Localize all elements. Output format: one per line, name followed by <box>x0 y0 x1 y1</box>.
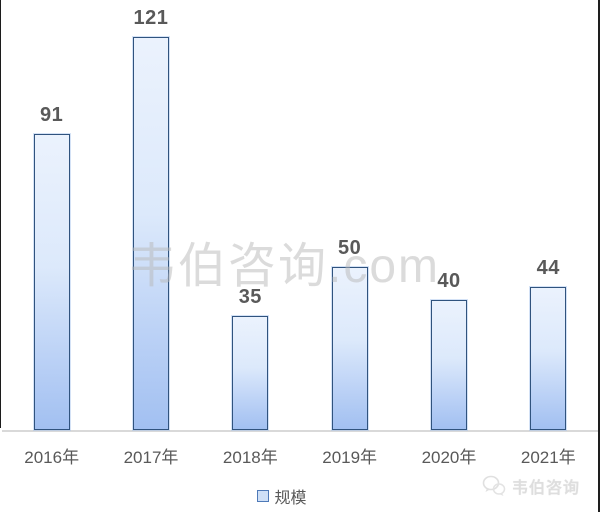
legend: 规模 <box>0 484 564 508</box>
brand-watermark: 韦伯咨询 <box>482 474 580 498</box>
bar-group: 91 <box>2 104 101 430</box>
bar-group: 50 <box>300 237 399 430</box>
brand-watermark-text: 韦伯咨询 <box>511 480 580 497</box>
bar-value-label: 44 <box>536 257 560 279</box>
bar <box>232 316 269 430</box>
x-axis-label: 2021年 <box>520 448 576 467</box>
bar <box>430 300 467 430</box>
right-border-line <box>598 0 600 512</box>
bar-value-label: 40 <box>437 270 461 292</box>
x-axis-label: 2016年 <box>24 448 80 467</box>
x-axis-label: 2018年 <box>222 448 278 467</box>
bar-group: 40 <box>399 270 498 430</box>
x-axis-label: 2020年 <box>421 448 477 467</box>
bar <box>132 37 169 430</box>
legend-label: 规模 <box>274 490 307 507</box>
bar-value-label: 35 <box>238 286 262 308</box>
left-border-line <box>0 0 1 428</box>
legend-swatch-icon <box>257 490 270 502</box>
chat-bubbles-icon <box>482 475 506 497</box>
bar-group: 35 <box>201 286 300 430</box>
bar-value-label: 50 <box>338 237 362 259</box>
x-axis-label: 2019年 <box>322 448 378 467</box>
x-axis-labels: 2016年 2017年 2018年 2019年 2020年 2021年 <box>2 443 598 468</box>
bar-value-label: 121 <box>133 7 169 29</box>
x-axis-label: 2017年 <box>123 448 179 467</box>
bar-group: 121 <box>101 7 200 430</box>
bar <box>530 287 567 430</box>
bar-value-label: 91 <box>40 104 64 126</box>
bar-chart-plot-area: 91 121 35 50 40 44 <box>2 0 598 432</box>
bar <box>33 134 70 430</box>
bar <box>331 267 368 430</box>
bar-group: 44 <box>499 257 598 430</box>
